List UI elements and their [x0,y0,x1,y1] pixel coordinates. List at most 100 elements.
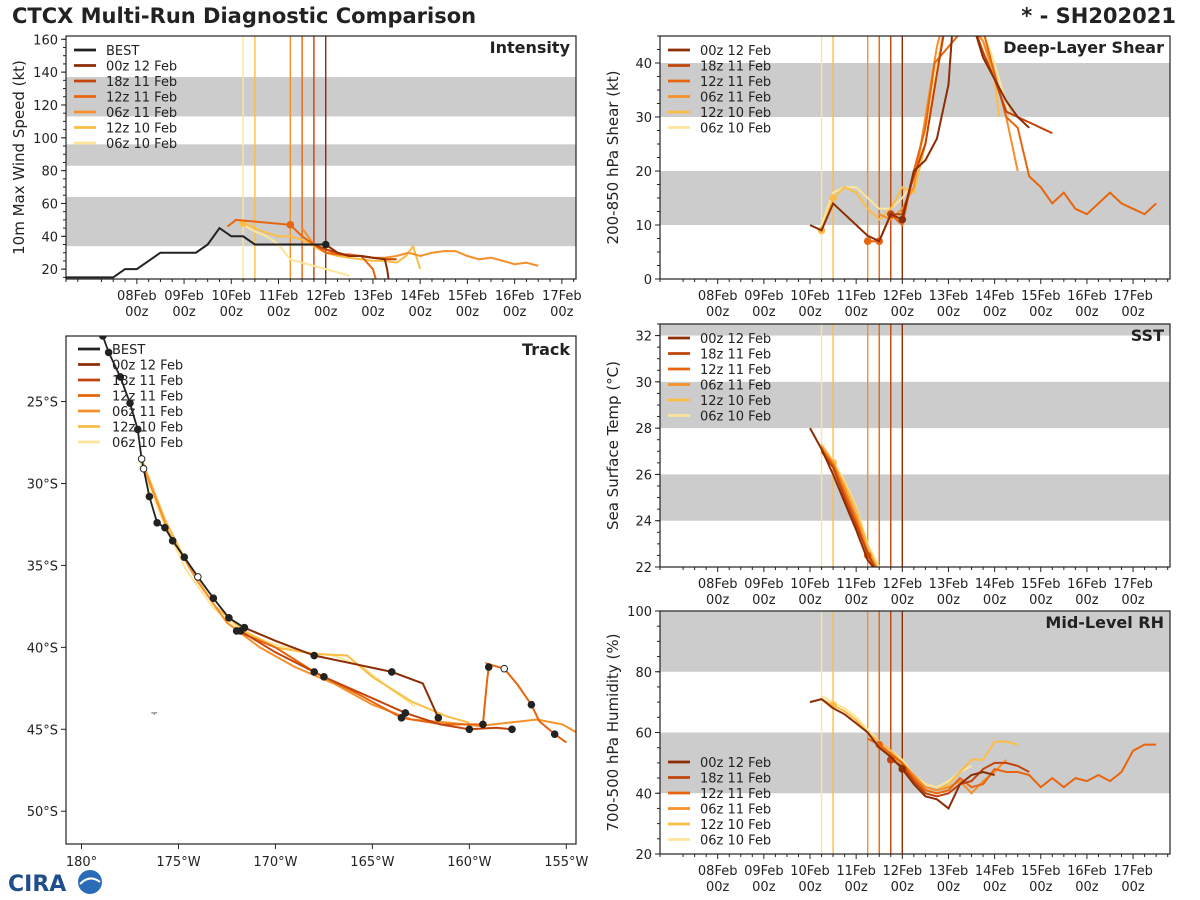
legend-label: 00z 12 Feb [106,60,177,75]
x-tick-label: 160°W [447,855,491,870]
legend-label: 12z 10 Feb [700,818,771,833]
y-tick-label: 80 [635,666,652,681]
shaded-band [660,63,1170,117]
y-tick-label: 40°S [27,641,58,656]
series-marker [321,240,330,249]
track-position-marker [139,464,148,473]
x-tick-sublabel: 00z [1075,880,1099,895]
y-axis-label: 10m Max Wind Speed (kt) [10,60,28,255]
x-tick-label: 180° [66,855,97,870]
x-tick-sublabel: 00z [983,593,1007,608]
y-tick-label: 0 [644,273,652,288]
track-position-marker [116,373,125,381]
x-tick-sublabel: 00z [891,593,915,608]
panel-title: Track [522,340,570,359]
storm-id: * - SH202021 [1021,4,1176,28]
track-position-marker [401,709,410,717]
legend-label: 12z 10 Feb [700,394,771,409]
y-tick-label: 22 [635,561,652,576]
legend-label: 12z 11 Feb [112,390,183,405]
cira-logo-text: CIRA [8,872,66,896]
x-tick-sublabel: 00z [752,305,776,320]
x-tick-sublabel: 00z [798,880,822,895]
legend-label: 12z 11 Feb [700,75,771,90]
track-panel: 180° 175°W 170°W 165°W 160°W 155°W 25°S 30°S 35°… [27,335,589,870]
x-tick-label: 08Feb [117,289,157,304]
x-tick-label: 17Feb [542,289,582,304]
x-tick-sublabel: 00z [844,305,868,320]
x-tick-sublabel: 00z [752,593,776,608]
x-tick-sublabel: 00z [937,305,961,320]
shaded-band [66,144,576,166]
track-position-marker [434,714,443,722]
intensity-frame [65,35,577,280]
x-tick-label: 17Feb [1113,864,1153,879]
x-tick-label: 17Feb [1113,577,1153,592]
x-tick-label: 14Feb [975,289,1015,304]
track-position-marker [484,663,493,671]
x-tick-label: 10Feb [790,289,830,304]
shaded-band [660,324,1170,336]
x-tick-sublabel: 00z [1121,880,1145,895]
shear-plot-area [660,36,1170,279]
track-position-marker [209,594,218,602]
panel-title: Mid-Level RH [1045,613,1164,632]
legend-label: 06z 11 Feb [106,106,177,121]
legend-label: 06z 10 Feb [106,137,177,152]
y-tick-label: 30 [635,376,652,391]
x-tick-label: 12Feb [883,289,923,304]
x-tick-label: 09Feb [744,577,784,592]
x-tick-label: 12Feb [306,289,346,304]
track-plot-area [99,336,576,744]
x-tick-sublabel: 00z [844,593,868,608]
y-tick-label: 45°S [27,723,58,738]
series-marker [863,237,872,245]
legend-label: 18z 11 Feb [700,348,771,363]
x-tick-label: 11Feb [259,289,299,304]
y-tick-label: 20 [635,848,652,863]
legend-label: 12z 10 Feb [700,106,771,121]
y-axis-label: Sea Surface Temp (°C) [604,361,622,530]
x-tick-label: 08Feb [698,864,738,879]
legend-label: 00z 12 Feb [700,756,771,771]
legend-label: 06z 10 Feb [700,410,771,425]
legend-label: 00z 12 Feb [112,359,183,374]
x-tick-label: 12Feb [883,864,923,879]
series-marker [898,215,907,224]
track-position-marker [550,730,559,739]
legend-label: 00z 12 Feb [700,44,771,59]
track-position-marker [500,664,509,673]
shaded-band [660,611,1170,672]
shaded-band [66,196,576,247]
y-tick-label: 160 [33,33,58,48]
intensity-plot-area [66,36,576,279]
x-tick-sublabel: 00z [1029,305,1053,320]
x-tick-sublabel: 00z [798,305,822,320]
shaded-band [660,381,1170,429]
x-tick-sublabel: 00z [798,593,822,608]
series-line-06z-10-Feb [821,695,972,789]
x-tick-label: 10Feb [790,864,830,879]
x-tick-label: 13Feb [929,289,969,304]
y-tick-label: 60 [41,197,58,212]
x-tick-sublabel: 00z [891,305,915,320]
x-tick-sublabel: 00z [1075,305,1099,320]
x-tick-sublabel: 00z [891,880,915,895]
x-tick-sublabel: 00z [1121,593,1145,608]
x-tick-label: 13Feb [929,864,969,879]
series-line-00z-12-Feb [809,36,1030,243]
y-tick-label: 100 [33,132,58,147]
x-tick-label: 16Feb [1067,289,1107,304]
track-position-marker [137,455,146,463]
x-tick-label: 10Feb [790,577,830,592]
track-position-marker [225,614,233,622]
legend-label: 12z 11 Feb [106,91,177,106]
series-line-18z-11-Feb [890,36,1053,216]
x-tick-sublabel: 00z [125,305,149,320]
legend-label: 18z 11 Feb [112,374,183,389]
shaded-band [66,77,576,117]
y-tick-label: 30 [635,111,652,126]
x-tick-label: 10Feb [211,289,251,304]
y-tick-label: 28 [635,422,652,437]
